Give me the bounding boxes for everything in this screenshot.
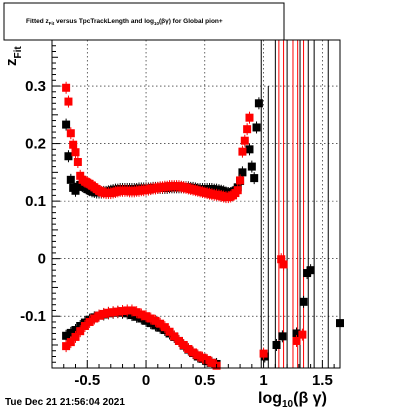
data-point-s0-76: [245, 145, 254, 154]
data-point-s1-105: [184, 345, 193, 354]
data-points: [62, 81, 344, 370]
data-point-s0-4: [71, 186, 80, 195]
data-point-s1-101: [165, 327, 174, 336]
title-suffix: (βγ) for Global pion+: [159, 18, 223, 25]
data-point-s1-1: [64, 97, 73, 106]
data-point-s1-87: [99, 309, 108, 318]
data-point-s1-75: [238, 147, 247, 156]
axis-ticks: -0.5 0 0.5 1 1.5 -0.1 0 0.1 0.2 0.3: [20, 39, 335, 389]
data-point-s1-78: [245, 113, 254, 122]
data-point-s0-119: [299, 297, 308, 306]
y-tick-label-1: 0: [38, 251, 46, 268]
data-point-s1-112: [259, 349, 268, 358]
data-point-s1-74: [236, 176, 245, 185]
x-tick-label-4: 1.5: [312, 372, 333, 389]
chart-title: Fitted zFit versus TpcTrackLength and lo…: [26, 18, 223, 26]
y-tick-label-4: 0.3: [25, 78, 46, 95]
y-tick-label-2: 0.1: [25, 193, 46, 210]
xlabel-suffix: (β γ): [293, 390, 327, 407]
data-point-s1-0: [62, 83, 71, 92]
data-point-s1-73: [233, 186, 242, 195]
data-point-s1-96: [142, 312, 151, 321]
xlabel-main: log: [258, 390, 282, 407]
data-point-s1-88: [104, 308, 113, 317]
data-point-s1-114: [279, 260, 288, 269]
svg-text:zFit: zFit: [3, 46, 24, 66]
data-point-s1-79: [62, 342, 71, 351]
data-point-s0-83: [71, 326, 80, 335]
data-point-s1-91: [118, 307, 127, 316]
x-tick-label-2: 0.5: [194, 372, 215, 389]
data-point-s1-103: [174, 336, 183, 345]
timestamp: Tue Dec 21 21:56:04 2021: [5, 397, 125, 408]
data-point-s1-93: [127, 306, 136, 315]
data-point-s1-106: [189, 348, 198, 357]
data-point-s1-98: [151, 316, 160, 325]
data-point-s1-80: [66, 338, 75, 347]
data-point-s1-100: [160, 323, 169, 332]
data-point-s0-78: [250, 174, 259, 183]
data-point-s1-102: [170, 332, 179, 341]
data-point-s1-6: [76, 171, 85, 180]
x-axis-label: log10(β γ): [258, 390, 327, 409]
data-point-s1-76: [240, 136, 249, 145]
data-point-s1-82: [76, 327, 85, 336]
data-point-s1-81: [71, 332, 80, 341]
data-point-s1-99: [156, 319, 165, 328]
data-point-s0-116: [272, 340, 281, 349]
title-prefix: Fitted z: [26, 18, 49, 25]
title-sub1: Fit: [49, 21, 55, 26]
data-point-s0-82: [66, 328, 75, 337]
data-point-s0-80: [254, 99, 263, 108]
title-middle: versus TpcTrackLength and log: [54, 18, 154, 25]
data-point-s0-118: [292, 329, 301, 338]
data-point-s1-84: [85, 317, 94, 326]
data-point-s1-104: [179, 340, 188, 349]
y-axis-label: zFit: [3, 46, 24, 66]
data-point-s0-79: [252, 123, 261, 132]
data-point-s1-116: [298, 330, 307, 339]
x-tick-label-1: 0: [142, 372, 150, 389]
data-point-s1-5: [73, 157, 82, 166]
data-point-s0-1: [64, 152, 73, 161]
data-point-s1-108: [198, 353, 207, 362]
data-point-s1-115: [292, 336, 301, 345]
title-box: [3, 2, 285, 41]
data-point-s0-81: [62, 331, 71, 340]
data-point-s0-117: [278, 332, 287, 341]
data-point-s1-4: [71, 148, 80, 157]
data-point-s1-85: [90, 314, 99, 323]
data-point-s1-107: [193, 351, 202, 360]
data-point-s1-86: [95, 311, 104, 320]
x-tick-label-0: -0.5: [74, 372, 100, 389]
data-point-s1-94: [132, 308, 141, 317]
data-point-s0-75: [238, 168, 247, 177]
title-sub2: 10: [154, 21, 160, 26]
ylabel-main: z: [3, 59, 20, 67]
data-point-s0-2: [66, 175, 75, 184]
data-point-s0-0: [62, 120, 71, 129]
data-point-s1-97: [146, 314, 155, 323]
x-tick-label-3: 1: [259, 372, 267, 389]
data-point-s1-92: [123, 306, 132, 315]
data-point-s0-121: [306, 266, 315, 275]
data-point-s1-77: [243, 125, 252, 134]
y-tick-label-0: -0.1: [20, 308, 46, 325]
data-point-s0-77: [247, 162, 256, 171]
data-point-s1-110: [207, 358, 216, 367]
data-point-s1-83: [80, 321, 89, 330]
data-point-s1-109: [203, 355, 212, 364]
ylabel-sub: Fit: [13, 46, 24, 59]
xlabel-sub: 10: [282, 399, 294, 409]
y-tick-label-3: 0.2: [25, 136, 46, 153]
data-point-s1-90: [113, 307, 122, 316]
data-point-s1-113: [277, 255, 286, 264]
error-bars: [260, 40, 329, 368]
data-point-s1-95: [137, 310, 146, 319]
data-point-s1-3: [69, 140, 78, 149]
data-point-s1-89: [109, 308, 118, 317]
data-point-s1-2: [66, 129, 75, 138]
